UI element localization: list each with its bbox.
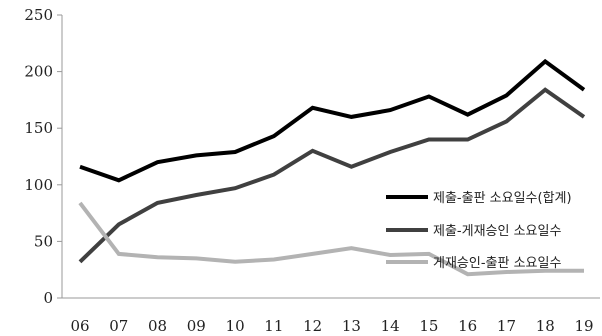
y-tick-label: 250	[24, 6, 53, 24]
x-tick-label: 16	[458, 317, 477, 335]
y-tick-label: 0	[43, 289, 53, 307]
series-line-2	[78, 87, 586, 264]
x-tick-label: 10	[226, 317, 245, 335]
y-axis-ticks: 0 50 100 150 200 250	[24, 6, 62, 307]
x-tick-label: 11	[264, 317, 283, 335]
series-line-3	[78, 201, 584, 277]
series-lines	[78, 58, 586, 277]
y-tick-label: 200	[24, 63, 53, 81]
x-tick-label: 15	[419, 317, 438, 335]
x-tick-label: 09	[187, 317, 206, 335]
legend-label: 게재승인-출판 소요일수	[433, 256, 561, 271]
x-axis-ticks: 06 07 08 09 10 11 12 13 14 15 16 17 18 19	[70, 317, 593, 335]
x-tick-label: 13	[342, 317, 361, 335]
x-tick-label: 19	[574, 317, 593, 335]
x-tick-label: 07	[109, 317, 128, 335]
x-tick-label: 06	[70, 317, 89, 335]
axes	[61, 15, 600, 299]
y-tick-label: 100	[24, 176, 53, 194]
x-tick-label: 17	[497, 317, 516, 335]
x-tick-label: 12	[303, 317, 322, 335]
series-line-1	[79, 58, 586, 183]
y-tick-label: 50	[34, 232, 53, 250]
x-tick-label: 14	[381, 317, 400, 335]
legend-label: 제출-출판 소요일수(합계)	[433, 191, 572, 206]
x-tick-label: 18	[536, 317, 555, 335]
y-tick-label: 150	[24, 119, 53, 137]
legend-label: 제출-게재승인 소요일수	[433, 224, 561, 239]
x-tick-label: 08	[148, 317, 167, 335]
